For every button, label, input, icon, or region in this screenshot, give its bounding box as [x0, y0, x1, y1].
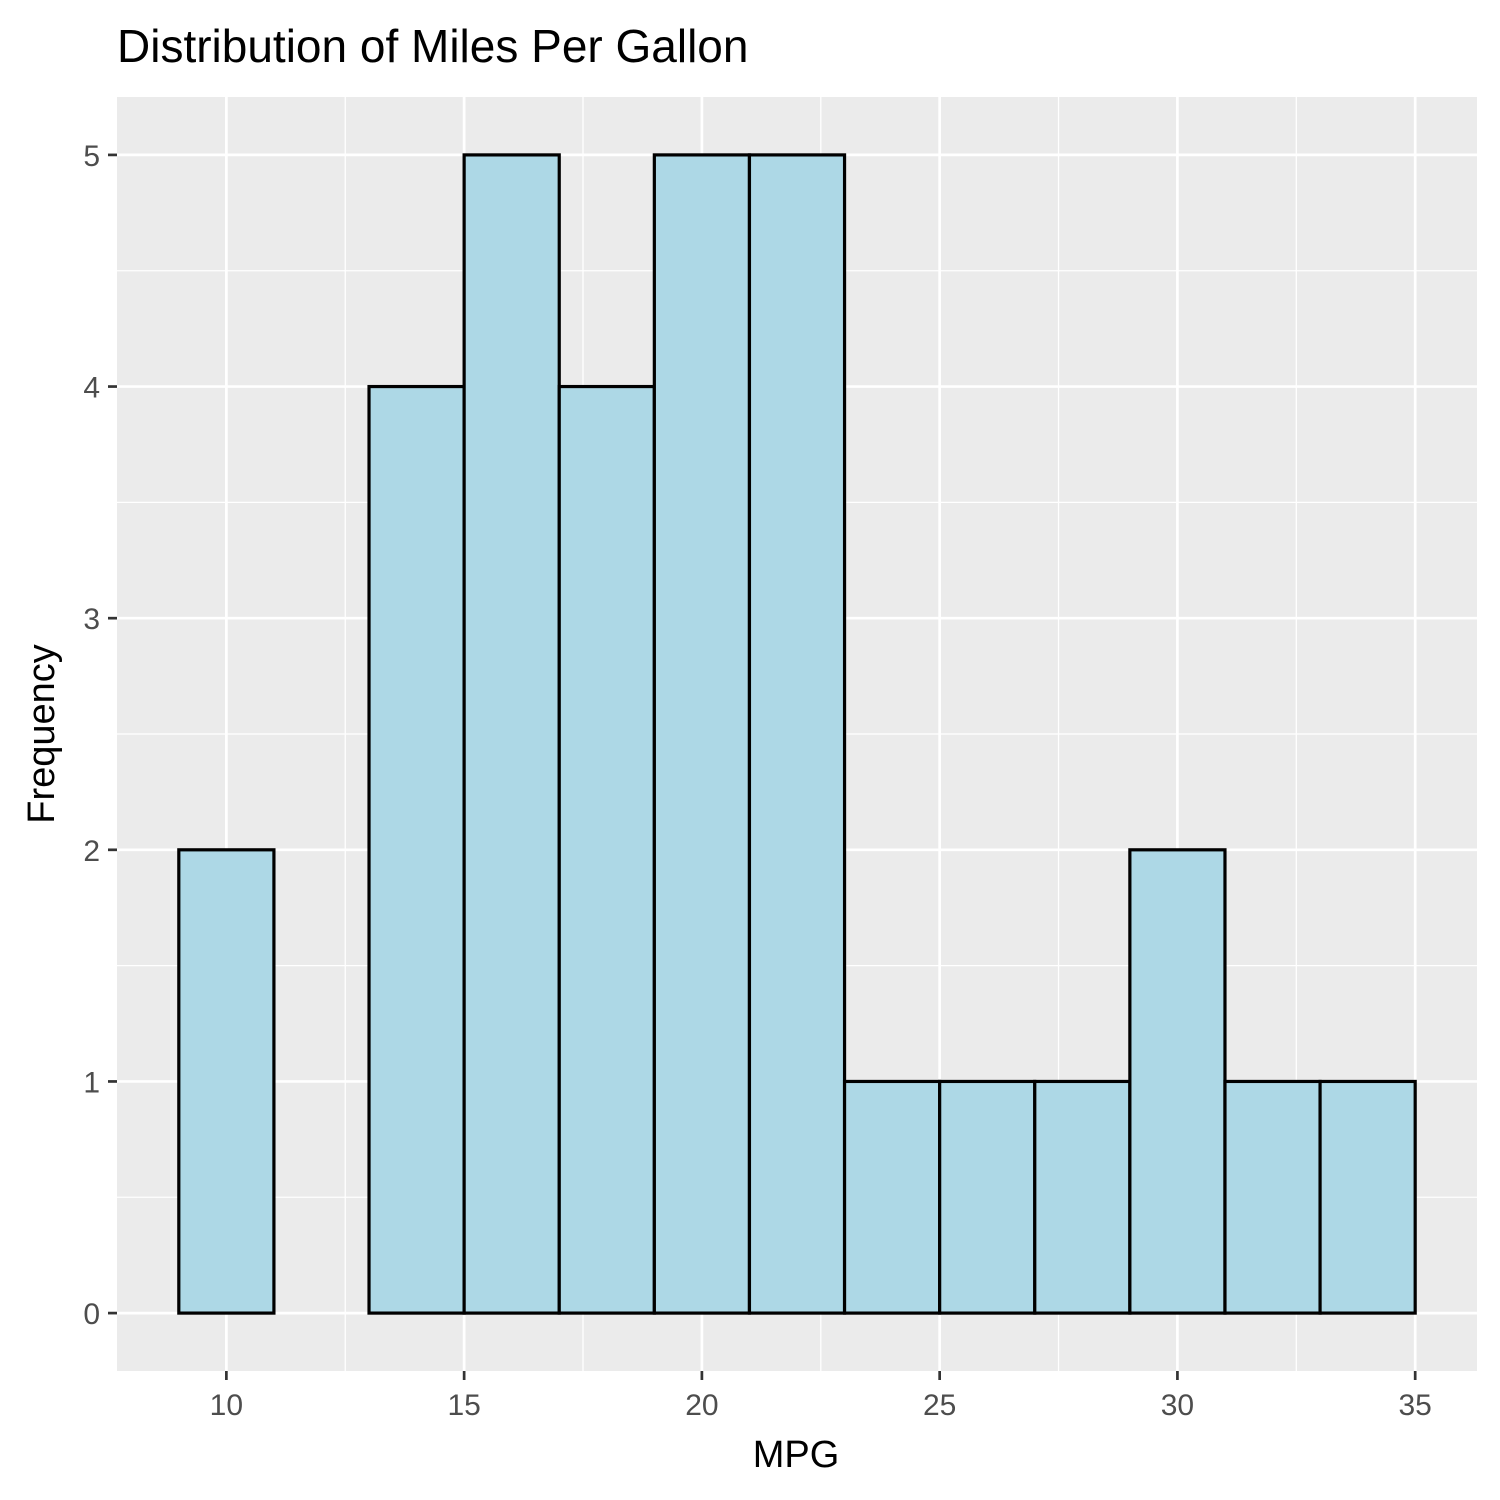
histogram-bar	[1128, 848, 1227, 1315]
y-tick-label: 5	[83, 140, 100, 173]
y-tick-label: 1	[83, 1066, 100, 1099]
y-tick-label: 3	[83, 603, 100, 636]
y-tick-label: 4	[83, 372, 100, 405]
histogram-bar	[1033, 1079, 1132, 1315]
histogram-bar	[842, 1079, 942, 1315]
x-tick-label: 20	[685, 1389, 718, 1422]
x-tick-label: 10	[210, 1389, 243, 1422]
y-tick-label: 2	[83, 835, 100, 868]
x-tick-label: 30	[1161, 1389, 1194, 1422]
histogram-bar	[938, 1079, 1037, 1315]
histogram-bar	[557, 384, 656, 1315]
x-tick-label: 15	[447, 1389, 480, 1422]
y-axis: 0 1 2 3 4 5	[83, 140, 117, 1331]
x-axis: 10 15 20 25 30 35	[210, 1371, 1432, 1422]
histogram-bar	[1318, 1079, 1417, 1315]
x-tick-label: 25	[923, 1389, 956, 1422]
y-axis-title: Frequency	[21, 644, 63, 824]
histogram-bar	[1223, 1079, 1322, 1315]
x-axis-title: MPG	[753, 1434, 840, 1476]
histogram-bar	[747, 153, 847, 1315]
histogram-bar	[367, 384, 466, 1315]
x-tick-label: 35	[1398, 1389, 1431, 1422]
histogram-bar	[652, 153, 752, 1315]
histogram-bar	[462, 153, 561, 1315]
y-tick-label: 0	[83, 1298, 100, 1331]
histogram-bars	[177, 153, 1417, 1315]
histogram-bar	[177, 848, 276, 1315]
chart-title: Distribution of Miles Per Gallon	[117, 20, 748, 72]
